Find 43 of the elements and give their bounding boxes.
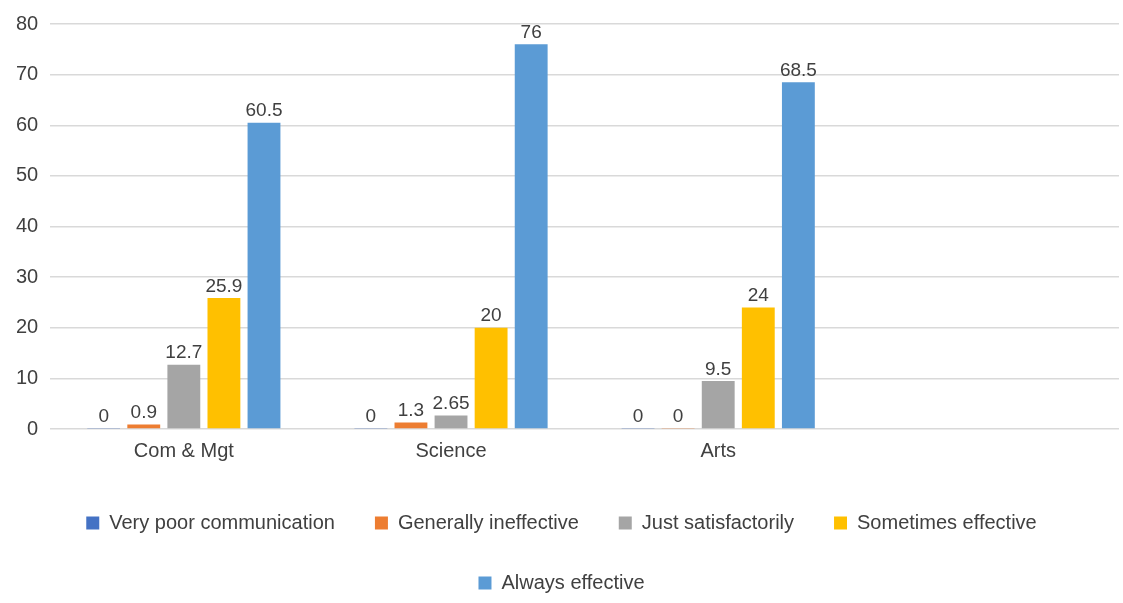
data-label: 24 (747, 284, 770, 306)
y-tick-label: 70 (16, 62, 39, 85)
bar (127, 424, 161, 429)
data-label: 0 (632, 404, 644, 426)
data-label: 2.65 (432, 392, 470, 414)
data-label: 25.9 (205, 274, 243, 296)
y-tick-label: 20 (16, 315, 39, 338)
x-tick-label: Science (415, 438, 487, 461)
bar (781, 82, 815, 429)
data-label: 0 (672, 404, 684, 426)
y-tick-label: 30 (16, 264, 39, 287)
y-tick-label: 50 (16, 163, 39, 186)
data-label: 20 (480, 304, 502, 326)
y-tick-label: 10 (16, 365, 39, 388)
data-label: 12.7 (165, 341, 203, 363)
legend-label: Sometimes effective (857, 510, 1037, 533)
bar (434, 415, 468, 429)
data-label: 60.5 (245, 99, 283, 121)
legend-label: Always effective (501, 570, 645, 593)
data-label: 0 (98, 404, 109, 426)
bar (514, 44, 548, 429)
bar (167, 364, 201, 429)
data-label: 1.3 (397, 399, 425, 421)
bar (394, 422, 428, 429)
y-tick-label: 80 (16, 11, 39, 34)
data-label: 68.5 (779, 58, 817, 80)
y-tick-label: 40 (16, 214, 39, 237)
data-label: 76 (520, 20, 542, 42)
bar (207, 297, 241, 429)
bar (474, 327, 508, 429)
y-tick-label: 60 (16, 112, 39, 135)
data-label: 0.9 (130, 401, 157, 423)
legend-label: Very poor communication (109, 510, 335, 533)
legend-label: Generally ineffective (397, 510, 579, 533)
legend-label: Just satisfactorily (641, 510, 795, 533)
x-tick-label: Arts (700, 438, 736, 461)
y-tick-label: 0 (27, 416, 39, 439)
data-label: 9.5 (705, 357, 732, 379)
bar (741, 307, 775, 429)
bar (247, 122, 281, 429)
data-label: 0 (365, 404, 377, 426)
x-tick-label: Com & Mgt (133, 438, 235, 461)
bar (701, 380, 735, 429)
